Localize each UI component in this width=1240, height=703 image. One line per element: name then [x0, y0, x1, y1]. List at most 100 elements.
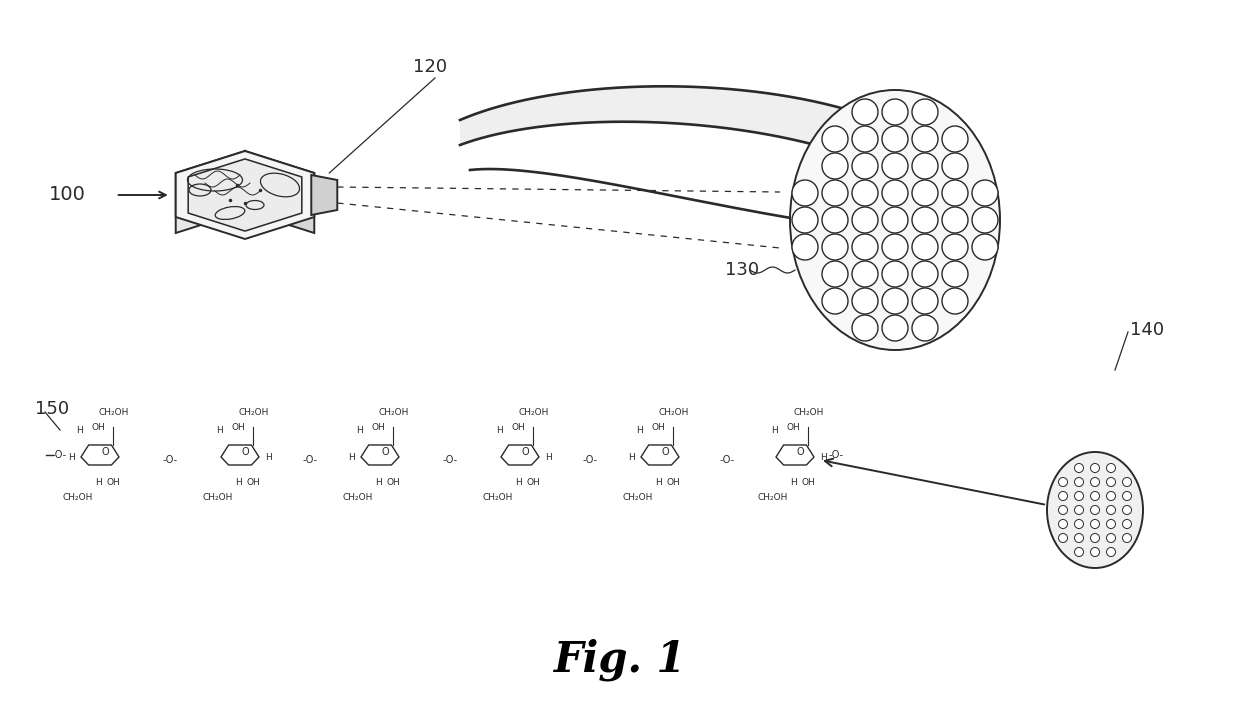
- Ellipse shape: [1059, 491, 1068, 501]
- Ellipse shape: [942, 288, 968, 314]
- Text: OH: OH: [651, 423, 665, 432]
- Text: H: H: [264, 453, 272, 461]
- Ellipse shape: [1090, 505, 1100, 515]
- Text: OH: OH: [527, 478, 541, 487]
- Ellipse shape: [911, 180, 937, 206]
- Ellipse shape: [942, 180, 968, 206]
- Text: O: O: [662, 447, 670, 457]
- Ellipse shape: [1090, 463, 1100, 472]
- Ellipse shape: [1122, 491, 1131, 501]
- Ellipse shape: [790, 90, 999, 350]
- Text: OH: OH: [511, 423, 525, 432]
- Text: -O-: -O-: [720, 455, 735, 465]
- Text: H: H: [94, 478, 102, 487]
- Ellipse shape: [1059, 505, 1068, 515]
- Ellipse shape: [1075, 548, 1084, 557]
- Ellipse shape: [972, 207, 998, 233]
- Polygon shape: [246, 151, 314, 233]
- Ellipse shape: [911, 315, 937, 341]
- Text: -O-: -O-: [583, 455, 598, 465]
- Text: H: H: [820, 453, 826, 461]
- Ellipse shape: [911, 261, 937, 287]
- Ellipse shape: [1122, 505, 1131, 515]
- Text: -O-: -O-: [828, 450, 843, 460]
- Ellipse shape: [1106, 505, 1116, 515]
- Ellipse shape: [911, 234, 937, 260]
- Ellipse shape: [1090, 477, 1100, 486]
- Text: CH₂OH: CH₂OH: [756, 493, 787, 502]
- Polygon shape: [176, 151, 314, 239]
- Text: CH₂OH: CH₂OH: [518, 408, 548, 417]
- Polygon shape: [460, 86, 968, 207]
- Ellipse shape: [882, 261, 908, 287]
- Text: H: H: [68, 453, 76, 461]
- Text: CH₂OH: CH₂OH: [202, 493, 232, 502]
- Ellipse shape: [1106, 548, 1116, 557]
- Ellipse shape: [852, 288, 878, 314]
- Ellipse shape: [1075, 491, 1084, 501]
- Text: OH: OH: [371, 423, 384, 432]
- Text: H: H: [234, 478, 242, 487]
- Ellipse shape: [1090, 520, 1100, 529]
- Ellipse shape: [1122, 477, 1131, 486]
- Ellipse shape: [1059, 534, 1068, 543]
- Text: CH₂OH: CH₂OH: [98, 408, 129, 417]
- Ellipse shape: [1122, 520, 1131, 529]
- Ellipse shape: [882, 234, 908, 260]
- Text: H: H: [216, 426, 222, 435]
- Text: H: H: [629, 453, 635, 461]
- Ellipse shape: [852, 234, 878, 260]
- Ellipse shape: [852, 126, 878, 152]
- Text: H: H: [356, 426, 362, 435]
- Text: OH: OH: [387, 478, 401, 487]
- Ellipse shape: [1122, 534, 1131, 543]
- Ellipse shape: [911, 207, 937, 233]
- Ellipse shape: [911, 99, 937, 125]
- Ellipse shape: [792, 234, 818, 260]
- Text: -O-: -O-: [51, 450, 67, 460]
- Text: -O-: -O-: [162, 455, 177, 465]
- Ellipse shape: [792, 180, 818, 206]
- Text: H: H: [636, 426, 642, 435]
- Ellipse shape: [882, 207, 908, 233]
- Text: OH: OH: [231, 423, 246, 432]
- Text: H: H: [348, 453, 356, 461]
- Text: O: O: [242, 447, 249, 457]
- Text: OH: OH: [801, 478, 815, 487]
- Ellipse shape: [972, 180, 998, 206]
- Ellipse shape: [882, 288, 908, 314]
- Ellipse shape: [822, 261, 848, 287]
- Ellipse shape: [1106, 520, 1116, 529]
- Text: 120: 120: [413, 58, 448, 76]
- Ellipse shape: [882, 315, 908, 341]
- Ellipse shape: [942, 207, 968, 233]
- Text: H: H: [374, 478, 382, 487]
- Ellipse shape: [972, 234, 998, 260]
- Ellipse shape: [852, 99, 878, 125]
- Ellipse shape: [822, 126, 848, 152]
- Text: CH₂OH: CH₂OH: [62, 493, 93, 502]
- Ellipse shape: [1106, 463, 1116, 472]
- Polygon shape: [176, 151, 246, 233]
- Ellipse shape: [942, 126, 968, 152]
- Text: H: H: [496, 426, 502, 435]
- Ellipse shape: [911, 153, 937, 179]
- Ellipse shape: [1047, 452, 1143, 568]
- Text: OH: OH: [247, 478, 260, 487]
- Ellipse shape: [942, 261, 968, 287]
- Ellipse shape: [882, 153, 908, 179]
- Text: H: H: [655, 478, 661, 487]
- Ellipse shape: [1090, 491, 1100, 501]
- Ellipse shape: [1090, 534, 1100, 543]
- Ellipse shape: [1075, 505, 1084, 515]
- Ellipse shape: [1075, 477, 1084, 486]
- Ellipse shape: [852, 180, 878, 206]
- Text: CH₂OH: CH₂OH: [658, 408, 688, 417]
- Ellipse shape: [911, 126, 937, 152]
- Text: Fig. 1: Fig. 1: [554, 639, 686, 681]
- Ellipse shape: [1075, 520, 1084, 529]
- Text: CH₂OH: CH₂OH: [482, 493, 512, 502]
- Ellipse shape: [1106, 477, 1116, 486]
- Ellipse shape: [882, 126, 908, 152]
- Ellipse shape: [1075, 534, 1084, 543]
